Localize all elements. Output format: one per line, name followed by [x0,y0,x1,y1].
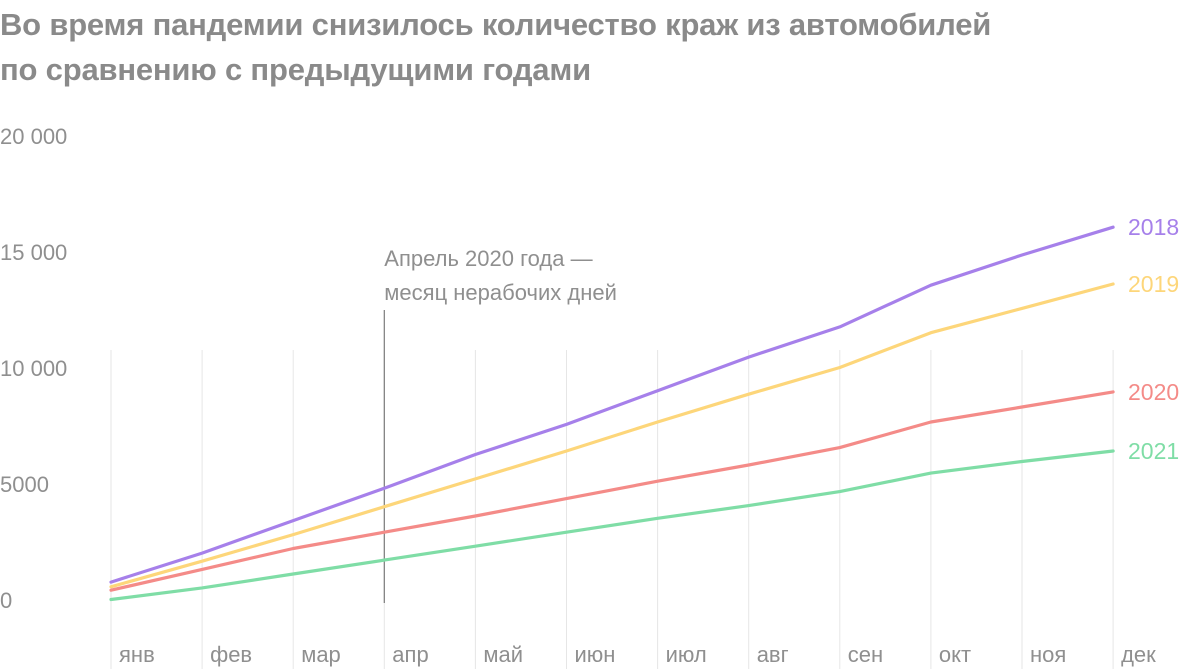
series-lines [109,225,1115,602]
series-label-2019: 2019 [1128,271,1179,297]
y-tick-label: 5000 [0,472,49,497]
y-tick-label: 10 000 [0,356,67,381]
x-tick-label: ноя [1030,642,1066,667]
chart-title-line-2: по сравнению с предыдущими годами [0,52,591,87]
x-tick-label: авг [757,642,789,667]
x-tick-label: май [483,642,523,667]
series-label-2018: 2018 [1128,214,1179,240]
x-tick-label: мар [301,642,341,667]
series-line-2019 [109,282,1115,589]
x-tick-label: июн [575,642,616,667]
annotation: Апрель 2020 года — месяц нерабочих дней [383,246,617,603]
x-tick-label: окт [939,642,971,667]
y-tick-label: 20 000 [0,124,67,149]
series-line-2020 [109,390,1115,592]
x-tick-label: июл [666,642,707,667]
annotation-text-line-1: Апрель 2020 года — [384,246,592,271]
x-tick-label: сен [848,642,883,667]
y-tick-label: 15 000 [0,240,67,265]
chart-title-line-1: Во время пандемии снизилось количество к… [0,7,992,42]
series-label-2020: 2020 [1128,379,1179,405]
series-line-2021 [109,449,1115,602]
x-tick-label: дек [1121,642,1156,667]
series-line-2018 [109,225,1115,584]
series-labels: 2018 2019 2020 2021 [1128,214,1179,464]
x-tick-label: фев [210,642,252,667]
x-tick-label: янв [119,642,155,667]
y-tick-label: 0 [0,588,12,613]
chart-title: Во время пандемии снизилось количество к… [0,2,1200,92]
x-tick-label: апр [392,642,428,667]
series-label-2021: 2021 [1128,438,1179,464]
x-axis-ticks: янв фев мар апр май июн июл авг сен окт ноя дек [119,642,1156,667]
y-axis-ticks: 0 5000 10 000 15 000 20 000 [0,124,67,613]
grid-lines [110,350,1114,669]
annotation-text-line-2: месяц нерабочих дней [384,280,617,305]
